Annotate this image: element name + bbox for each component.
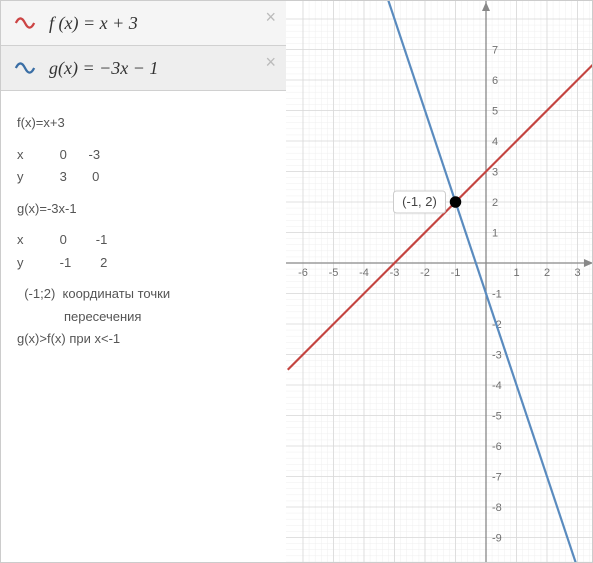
- svg-text:6: 6: [492, 75, 498, 87]
- svg-text:-5: -5: [492, 411, 502, 423]
- svg-text:-3: -3: [390, 267, 400, 279]
- note-line: g(x)=-3x-1: [17, 199, 270, 219]
- svg-text:5: 5: [492, 106, 498, 118]
- svg-text:-6: -6: [298, 267, 308, 279]
- svg-text:-8: -8: [492, 502, 502, 514]
- svg-text:-4: -4: [359, 267, 369, 279]
- wave-icon-g: [11, 54, 39, 82]
- svg-text:3: 3: [574, 267, 580, 279]
- svg-text:-1: -1: [451, 267, 461, 279]
- note-line: y 3 0: [17, 167, 270, 187]
- svg-text:-5: -5: [329, 267, 339, 279]
- svg-text:-2: -2: [420, 267, 430, 279]
- note-line: g(x)>f(x) при x<-1: [17, 329, 270, 349]
- graph-panel[interactable]: -6-5-4-3-2-1123-10-9-8-7-6-5-4-3-2-11234…: [286, 1, 592, 562]
- svg-text:-3: -3: [492, 350, 502, 362]
- graph-svg: -6-5-4-3-2-1123-10-9-8-7-6-5-4-3-2-11234…: [286, 1, 592, 562]
- svg-text:2: 2: [544, 267, 550, 279]
- left-panel: f (x) = x + 3 × g(x) = −3x − 1 × f(x)=x+…: [1, 1, 286, 562]
- note-line: x 0 -3: [17, 145, 270, 165]
- svg-text:2: 2: [492, 197, 498, 209]
- equation-text-f: f (x) = x + 3: [49, 13, 276, 34]
- note-line: y -1 2: [17, 253, 270, 273]
- svg-text:4: 4: [492, 136, 498, 148]
- svg-text:-7: -7: [492, 472, 502, 484]
- note-line: f(x)=x+3: [17, 113, 270, 133]
- equation-text-g: g(x) = −3x − 1: [49, 58, 276, 79]
- note-line: пересечения: [17, 307, 270, 327]
- note-line: (-1;2) координаты точки: [17, 284, 270, 304]
- svg-text:7: 7: [492, 45, 498, 57]
- equation-row-g[interactable]: g(x) = −3x − 1 ×: [1, 46, 286, 91]
- close-icon[interactable]: ×: [265, 52, 276, 73]
- close-icon[interactable]: ×: [265, 7, 276, 28]
- svg-text:-9: -9: [492, 533, 502, 545]
- svg-text:-6: -6: [492, 441, 502, 453]
- svg-text:-1: -1: [492, 289, 502, 301]
- svg-text:-4: -4: [492, 380, 502, 392]
- note-line: x 0 -1: [17, 230, 270, 250]
- svg-text:(-1, 2): (-1, 2): [402, 194, 437, 209]
- wave-icon-f: [11, 9, 39, 37]
- svg-text:3: 3: [492, 167, 498, 179]
- svg-text:1: 1: [513, 267, 519, 279]
- equation-row-f[interactable]: f (x) = x + 3 ×: [1, 1, 286, 46]
- notes-area: f(x)=x+3 x 0 -3 y 3 0 g(x)=-3x-1 x 0 -1 …: [1, 91, 286, 375]
- svg-text:1: 1: [492, 228, 498, 240]
